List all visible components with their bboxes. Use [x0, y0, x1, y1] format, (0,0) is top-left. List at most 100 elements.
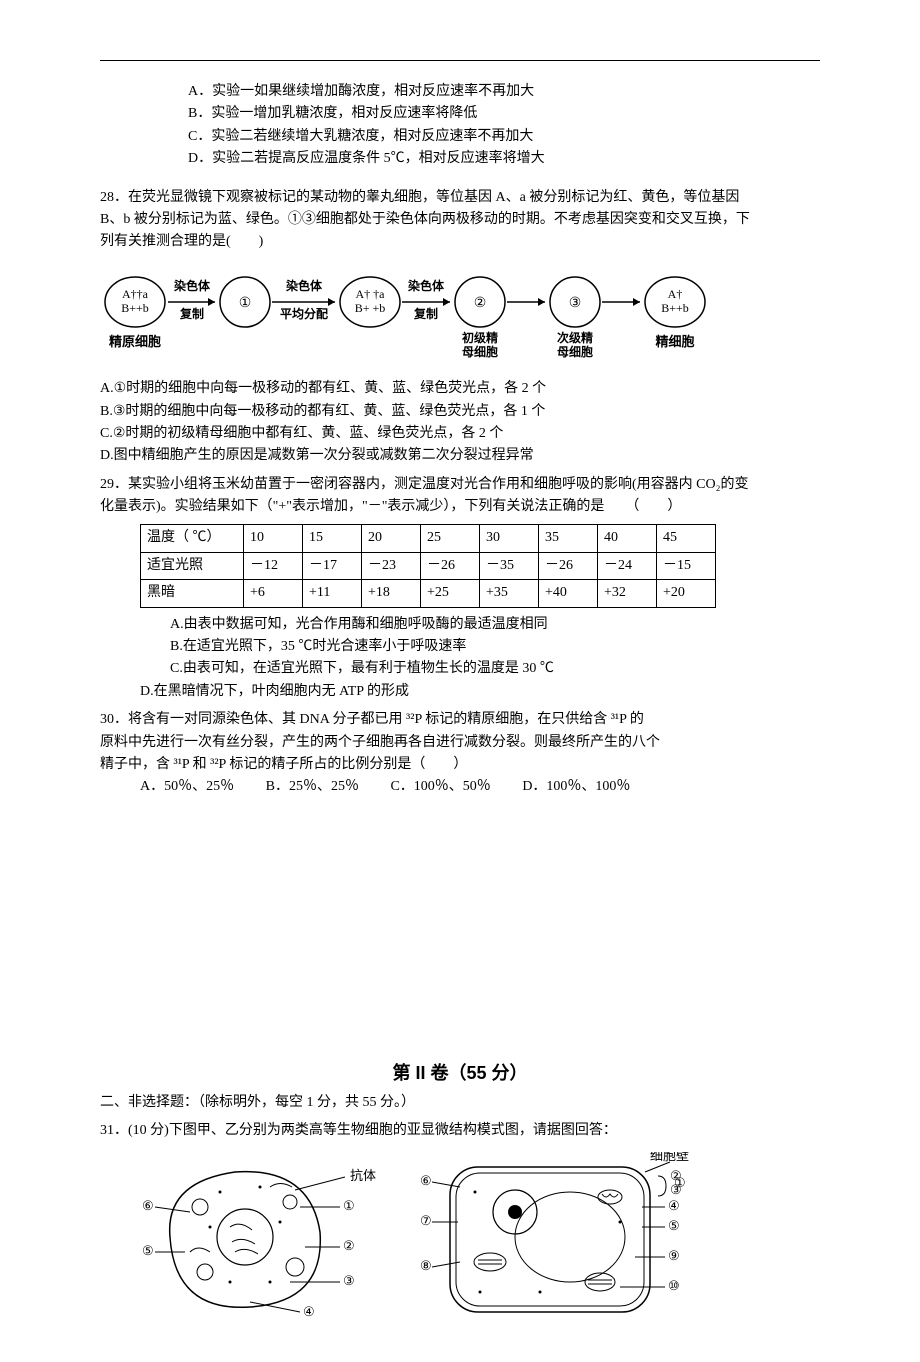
q28-option-d: D.图中精细胞产生的原因是减数第一次分裂或减数第二次分裂过程异常: [100, 445, 820, 467]
th-temp: 温度（ ℃）: [141, 525, 244, 552]
q27-option-b: B．实验一增加乳糖浓度，相对反应速率将降低: [100, 103, 820, 125]
q31-left-5: ⑤: [142, 1243, 154, 1258]
dark-20: +18: [362, 580, 421, 607]
section2-title: 第 II 卷（55 分）: [100, 1059, 820, 1088]
light-10: －12: [244, 552, 303, 579]
cell1-bot: B++b: [121, 301, 149, 315]
q31-right-wall: 细胞壁: [650, 1152, 689, 1163]
light-35: －26: [539, 552, 598, 579]
q30-number: 30．: [100, 712, 128, 727]
q31-right-7: ⑦: [420, 1213, 432, 1228]
q30-options: A．50％、25％ B．25％、25％ C．100％、50％ D．100％、10…: [100, 776, 820, 798]
node2-label-top: 初级精: [462, 330, 498, 345]
q28-option-c: C.②时期的初级精母细胞中都有红、黄、蓝、绿色荧光点，各 2 个: [100, 423, 820, 445]
cell1-label: 精原细胞: [109, 334, 161, 349]
light-30: －35: [480, 552, 539, 579]
q30-stem-line1: 30．将含有一对同源染色体、其 DNA 分子都已用 ³²P 标记的精原细胞，在只…: [100, 709, 820, 731]
q31-right-1b: ①: [674, 1175, 686, 1190]
th-10: 10: [244, 525, 303, 552]
section2-instruction: 二、非选择题：（除标明外，每空 1 分，共 55 分。）: [100, 1092, 820, 1114]
cell3-bot: B++b: [661, 301, 689, 315]
q31-stem-text: (10 分)下图甲、乙分别为两类高等生物细胞的亚显微结构模式图，请据图回答：: [128, 1123, 617, 1138]
th-15: 15: [303, 525, 362, 552]
page-top-rule: [100, 60, 820, 61]
light-15: －17: [303, 552, 362, 579]
q31-number: 31．: [100, 1123, 128, 1138]
q29-stem-line1: 29．某实验小组将玉米幼苗置于一密闭容器内，测定温度对光合作用和细胞呼吸的影响(…: [100, 474, 820, 496]
q31-right-9: ⑨: [668, 1248, 680, 1263]
cell2-top: A† †a: [356, 287, 386, 301]
node3: ③: [569, 296, 582, 311]
th-35: 35: [539, 525, 598, 552]
node2-label-bot: 母细胞: [462, 344, 498, 359]
cell1-top: A††a: [122, 287, 149, 301]
q28: 28．在荧光显微镜下观察被标记的某动物的睾丸细胞，等位基因 A、a 被分别标记为…: [100, 187, 820, 468]
th-40: 40: [598, 525, 657, 552]
th-30: 30: [480, 525, 539, 552]
q30-stem-line3: 精子中，含 ³¹P 和 ³²P 标记的精子所占的比例分别是（ ）: [100, 754, 820, 776]
node3-label-bot: 母细胞: [557, 344, 593, 359]
node2: ②: [474, 296, 487, 311]
q29-stem-line2: 化量表示)。实验结果如下（"+"表示增加，"－"表示减少），下列有关说法正确的是…: [100, 496, 820, 518]
row-light-label: 适宜光照: [141, 552, 244, 579]
cell3-top: A†: [668, 287, 683, 301]
arrow1-top: 染色体: [173, 278, 211, 293]
light-25: －26: [421, 552, 480, 579]
q30-option-b: B．25％、25％: [266, 776, 359, 798]
q31-right-5: ⑤: [668, 1218, 680, 1233]
q27-option-a: A．实验一如果继续增加酶浓度，相对反应速率不再加大: [100, 81, 820, 103]
th-45: 45: [657, 525, 716, 552]
th-25: 25: [421, 525, 480, 552]
q28-diagram: A††a B++b 精原细胞 染色体 复制 ① 染色体 平均分配 A† †a: [100, 264, 820, 372]
node1: ①: [239, 296, 252, 311]
q27-options: A．实验一如果继续增加酶浓度，相对反应速率不再加大 B．实验一增加乳糖浓度，相对…: [100, 81, 820, 171]
light-40: －24: [598, 552, 657, 579]
table-row-header: 温度（ ℃） 10 15 20 25 30 35 40 45: [141, 525, 716, 552]
dark-30: +35: [480, 580, 539, 607]
dark-35: +40: [539, 580, 598, 607]
q31-left-3: ③: [343, 1273, 355, 1288]
q28-number: 28．: [100, 190, 128, 205]
q31: 31．(10 分)下图甲、乙分别为两类高等生物细胞的亚显微结构模式图，请据图回答…: [100, 1120, 820, 1322]
arrow3-bot: 复制: [413, 306, 438, 321]
light-45: －15: [657, 552, 716, 579]
cell2-bot: B+ +b: [355, 301, 386, 315]
q31-figures: 抗体 ① ② ③ ④ ⑥ ⑤: [100, 1152, 820, 1322]
q31-cell-right: 细胞壁 ② ③ ① ④ ⑤ ⑨ ⑩ ⑥: [420, 1152, 689, 1312]
cell3-label: 精细胞: [655, 334, 694, 349]
arrow2-top: 染色体: [285, 278, 323, 293]
q30-option-d: D．100％、100％: [522, 776, 630, 798]
q27-option-c: C．实验二若继续增大乳糖浓度，相对反应速率不再加大: [100, 126, 820, 148]
q28-stem-line1: 28．在荧光显微镜下观察被标记的某动物的睾丸细胞，等位基因 A、a 被分别标记为…: [100, 187, 820, 209]
q29-table: 温度（ ℃） 10 15 20 25 30 35 40 45 适宜光照 －12 …: [140, 524, 716, 607]
light-20: －23: [362, 552, 421, 579]
dark-15: +11: [303, 580, 362, 607]
q31-left-antibody: 抗体: [350, 1168, 376, 1183]
th-20: 20: [362, 525, 421, 552]
q30-option-a: A．50％、25％: [140, 776, 234, 798]
arrow2-bot: 平均分配: [280, 306, 328, 321]
arrow1-bot: 复制: [179, 306, 204, 321]
q30-option-c: C．100％、50％: [390, 776, 490, 798]
q31-right-8: ⑧: [420, 1258, 432, 1273]
q30: 30．将含有一对同源染色体、其 DNA 分子都已用 ³²P 标记的精原细胞，在只…: [100, 709, 820, 799]
q29-number: 29．: [100, 477, 128, 492]
q29-option-a: A.由表中数据可知，光合作用酶和细胞呼吸酶的最适温度相同: [100, 614, 820, 636]
arrow3-top: 染色体: [407, 278, 445, 293]
q29-stem-l1-text: 某实验小组将玉米幼苗置于一密闭容器内，测定温度对光合作用和细胞呼吸的影响(用容器…: [128, 477, 749, 492]
q28-stem-l1-text: 在荧光显微镜下观察被标记的某动物的睾丸细胞，等位基因 A、a 被分别标记为红、黄…: [128, 190, 739, 205]
q31-left-4: ④: [303, 1304, 315, 1319]
q31-cell-left: 抗体 ① ② ③ ④ ⑥ ⑤: [142, 1168, 376, 1319]
dark-25: +25: [421, 580, 480, 607]
dark-40: +32: [598, 580, 657, 607]
q31-left-2: ②: [343, 1238, 355, 1253]
q28-option-b: B.③时期的细胞中向每一极移动的都有红、黄、蓝、绿色荧光点，各 1 个: [100, 401, 820, 423]
q28-option-a: A.①时期的细胞中向每一极移动的都有红、黄、蓝、绿色荧光点，各 2 个: [100, 378, 820, 400]
row-dark-label: 黑暗: [141, 580, 244, 607]
q29-option-c: C.由表可知，在适宜光照下，最有利于植物生长的温度是 30 ℃: [100, 658, 820, 680]
q28-stem-line2: B、b 被分别标记为蓝、绿色。①③细胞都处于染色体向两极移动的时期。不考虑基因突…: [100, 209, 820, 231]
q30-stem-l1-text: 将含有一对同源染色体、其 DNA 分子都已用 ³²P 标记的精原细胞，在只供给含…: [128, 712, 644, 727]
q31-right-6: ⑥: [420, 1173, 432, 1188]
q29-option-b: B.在适宜光照下，35 ℃时光合速率小于呼吸速率: [100, 636, 820, 658]
q31-left-6: ⑥: [142, 1198, 154, 1213]
